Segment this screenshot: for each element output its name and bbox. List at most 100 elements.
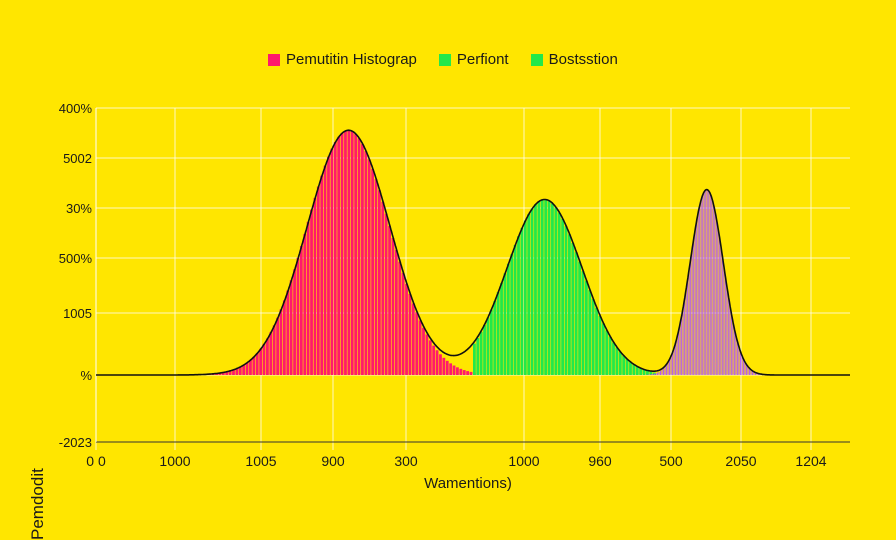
histogram-bar-2: [655, 373, 656, 375]
histogram-bar-1: [541, 200, 544, 375]
y-tick-label: 500%: [59, 251, 93, 266]
histogram-bar-0: [256, 353, 259, 375]
x-axis-label: Wamentions): [0, 475, 896, 492]
histogram-bar-2: [735, 336, 736, 375]
histogram-bar-1: [504, 273, 507, 375]
histogram-bar-0: [300, 246, 303, 375]
histogram-bar-2: [722, 257, 723, 375]
histogram-bar-0: [378, 190, 381, 375]
histogram-bar-0: [354, 134, 357, 375]
histogram-bar-1: [629, 362, 632, 375]
x-tick-label: 1005: [245, 453, 276, 469]
legend-label: Perfiont: [457, 51, 509, 68]
histogram-bar-2: [732, 323, 733, 375]
histogram-bar-1: [497, 292, 500, 375]
histogram-bar-2: [666, 365, 667, 375]
histogram-bar-2: [674, 348, 675, 375]
histogram-bar-1: [605, 330, 608, 375]
histogram-bar-2: [707, 190, 708, 375]
histogram-bar-2: [708, 191, 709, 375]
histogram-bar-2: [704, 191, 705, 375]
histogram-bar-2: [652, 374, 653, 375]
histogram-bar-0: [330, 149, 333, 375]
histogram-bar-1: [554, 207, 557, 375]
histogram-bar-0: [320, 176, 323, 375]
legend-item: Perfiont: [439, 51, 509, 68]
histogram-bar-1: [524, 220, 527, 375]
histogram-bar-2: [737, 342, 738, 375]
histogram-bar-0: [459, 369, 462, 375]
histogram-bar-2: [731, 315, 732, 375]
x-tick-label: 960: [588, 453, 612, 469]
histogram-bar-0: [303, 234, 306, 375]
histogram-bar-2: [720, 247, 721, 375]
histogram-bar-0: [249, 360, 252, 375]
histogram-bar-1: [490, 310, 493, 375]
histogram-bar-1: [578, 262, 581, 375]
histogram-bar-0: [297, 258, 300, 375]
histogram-bar-1: [595, 308, 598, 375]
histogram-bar-0: [317, 187, 320, 375]
histogram-bar-1: [632, 365, 635, 375]
histogram-bar-0: [286, 291, 289, 375]
histogram-bar-1: [636, 367, 639, 375]
histogram-bar-1: [558, 213, 561, 375]
histogram-bar-2: [687, 278, 688, 375]
histogram-bar-0: [453, 366, 456, 375]
histogram-bar-2: [716, 219, 717, 375]
histogram-bar-1: [582, 271, 585, 375]
histogram-bar-0: [412, 303, 415, 375]
histogram-bar-2: [654, 374, 655, 375]
histogram-bar-0: [456, 367, 459, 375]
histogram-bar-2: [686, 288, 687, 375]
histogram-bar-1: [544, 200, 547, 375]
histogram-bar-1: [561, 219, 564, 375]
histogram-bar-0: [252, 357, 255, 375]
histogram-bar-2: [743, 359, 744, 375]
y-tick-label: 30%: [66, 201, 92, 216]
histogram-bar-0: [398, 262, 401, 375]
histogram-bar-2: [705, 190, 706, 375]
x-tick-label: 2050: [725, 453, 756, 469]
histogram-bar-0: [425, 334, 428, 375]
histogram-bar-1: [592, 299, 595, 375]
histogram-bar-2: [726, 288, 727, 375]
histogram-bar-1: [585, 281, 588, 375]
histogram-bar-1: [619, 352, 622, 375]
histogram-bar-1: [534, 204, 537, 375]
histogram-bar-2: [738, 348, 739, 375]
legend-label: Bostsstion: [549, 51, 618, 68]
histogram-bar-2: [699, 204, 700, 375]
histogram-bar-0: [388, 226, 391, 375]
histogram-bar-1: [531, 209, 534, 375]
histogram-bar-0: [439, 354, 442, 375]
histogram-bar-1: [483, 325, 486, 375]
histogram-bar-2: [658, 372, 659, 375]
histogram-bar-0: [422, 328, 425, 375]
histogram-bar-1: [588, 290, 591, 375]
histogram-bar-2: [710, 194, 711, 375]
histogram-bar-0: [337, 137, 340, 375]
histogram-bar-1: [612, 342, 615, 375]
histogram-bar-1: [609, 337, 612, 375]
histogram-bar-2: [696, 219, 697, 375]
histogram-bar-1: [646, 371, 649, 375]
histogram-bar-1: [537, 201, 540, 375]
histogram-bar-2: [746, 365, 747, 375]
histogram-bar-0: [324, 166, 327, 375]
legend: Pemutitin Histograp Perfiont Bostsstion: [268, 51, 618, 68]
histogram-bar-2: [649, 374, 650, 375]
y-tick-label: 400%: [59, 101, 93, 116]
histogram-bar-1: [527, 214, 530, 375]
histogram-bar-0: [415, 312, 418, 375]
density-curves: [96, 130, 850, 375]
histogram-bar-1: [517, 236, 520, 375]
histogram-bar-0: [347, 130, 350, 375]
histogram-bar-0: [273, 325, 276, 375]
histogram-bar-0: [466, 371, 469, 375]
histogram-bar-2: [657, 373, 658, 375]
histogram-bar-1: [551, 203, 554, 375]
y-tick-label: -2023: [59, 435, 92, 450]
histogram-bar-0: [341, 133, 344, 375]
